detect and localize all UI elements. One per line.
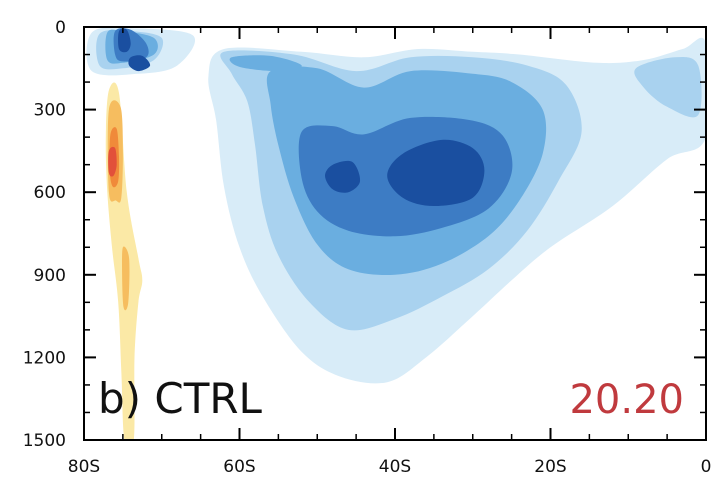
panel-value: 20.20 (569, 377, 684, 423)
y-tick-label: 1200 (23, 348, 66, 368)
contour-region-blue_5-12 (118, 28, 131, 53)
contour-region-orange_1-16 (121, 246, 130, 311)
contour-region-blue_5-10 (325, 160, 361, 193)
panel-label: b) CTRL (98, 374, 263, 423)
x-axis-tick-labels: 80S 60S 40S 20S 0 (68, 457, 712, 477)
contour-region-blue_3-6 (229, 55, 302, 72)
x-tick-label: 0 (701, 457, 712, 477)
contour-region-red_1-18 (108, 146, 117, 177)
y-tick-label: 600 (34, 183, 66, 203)
x-tick-label: 60S (223, 457, 255, 477)
axis-ticks (83, 26, 707, 441)
contour-region-blue_2-4 (634, 57, 702, 118)
contour-region-blue_5-11 (387, 139, 485, 206)
y-tick-label: 900 (34, 266, 66, 286)
x-tick-label: 40S (379, 457, 411, 477)
x-tick-label: 80S (68, 457, 100, 477)
y-tick-label: 300 (34, 101, 66, 121)
contour-region-blue_5-13 (128, 55, 151, 72)
y-tick-label: 1500 (23, 431, 66, 451)
y-tick-label: 0 (55, 18, 66, 38)
filled-contours (86, 27, 706, 440)
y-axis-tick-labels: 0 300 600 900 1200 1500 (23, 18, 66, 451)
x-tick-label: 20S (534, 457, 566, 477)
